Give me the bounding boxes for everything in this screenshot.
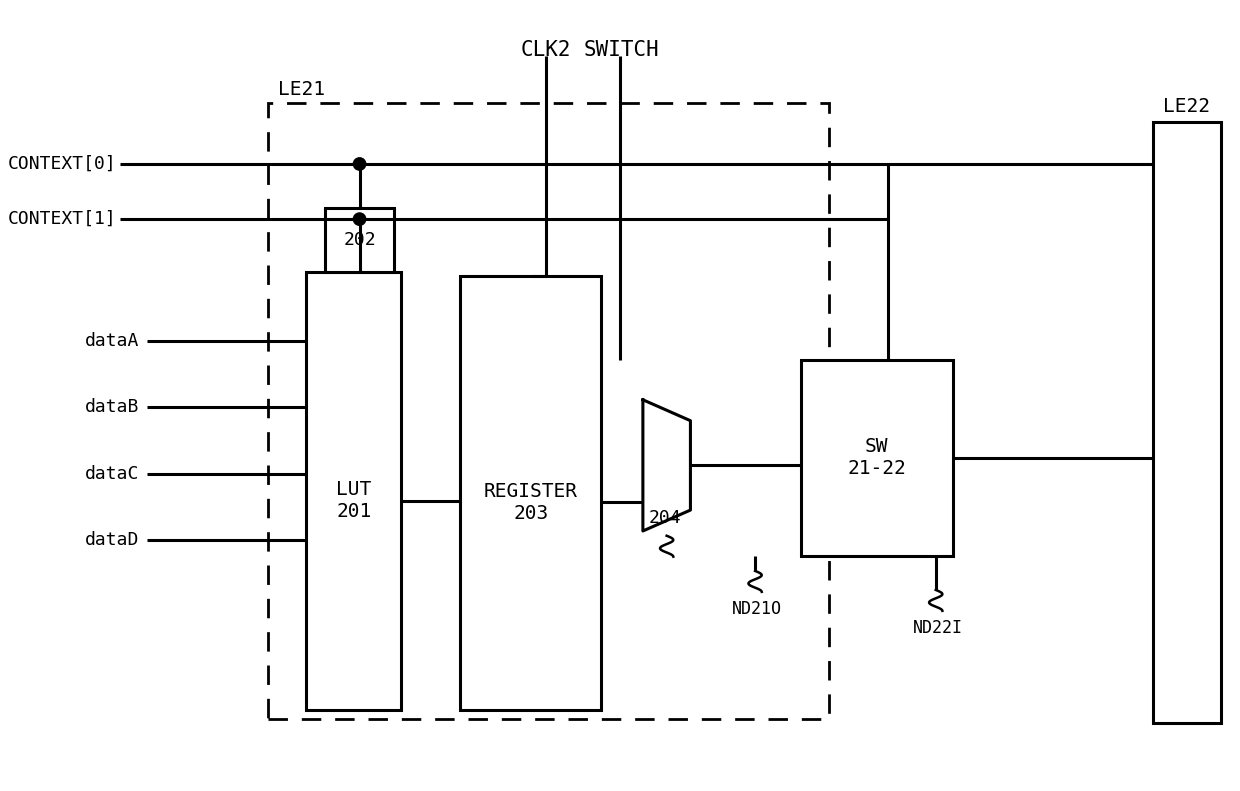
Bar <box>1152 122 1221 723</box>
Text: 204: 204 <box>649 509 681 527</box>
Text: LE21: LE21 <box>278 81 325 100</box>
Text: CONTEXT[0]: CONTEXT[0] <box>7 155 117 173</box>
Text: CLK2: CLK2 <box>521 40 572 60</box>
Text: dataC: dataC <box>84 465 139 483</box>
Circle shape <box>353 157 366 170</box>
Text: dataA: dataA <box>84 332 139 350</box>
Text: LUT
201: LUT 201 <box>336 480 372 521</box>
Text: dataD: dataD <box>84 532 139 550</box>
Bar <box>325 208 394 272</box>
Text: SW
21-22: SW 21-22 <box>847 437 906 479</box>
Text: CONTEXT[1]: CONTEXT[1] <box>7 210 117 228</box>
Text: REGISTER
203: REGISTER 203 <box>484 482 578 523</box>
Bar <box>460 276 601 710</box>
Bar <box>801 360 952 556</box>
Text: ND22I: ND22I <box>913 619 962 637</box>
Text: dataB: dataB <box>84 399 139 416</box>
Text: ND21O: ND21O <box>732 600 782 618</box>
Text: LE22: LE22 <box>1163 97 1210 116</box>
Circle shape <box>353 213 366 225</box>
Bar <box>306 272 402 710</box>
Bar <box>268 103 830 719</box>
Text: 202: 202 <box>343 231 376 249</box>
Text: SWITCH: SWITCH <box>584 40 660 60</box>
